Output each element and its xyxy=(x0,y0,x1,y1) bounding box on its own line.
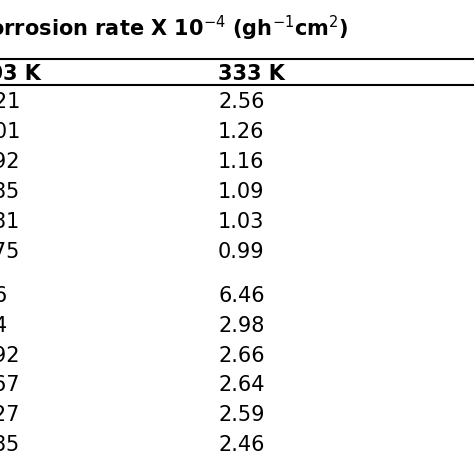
Text: 1.85: 1.85 xyxy=(0,435,20,455)
Text: 1.09: 1.09 xyxy=(218,182,264,202)
Text: 5.6: 5.6 xyxy=(0,286,7,306)
Text: 2.85: 2.85 xyxy=(0,182,20,202)
Text: 2.27: 2.27 xyxy=(0,405,20,425)
Text: Corrosion rate X 10$^{-4}$ (gh$^{-1}$cm$^{2}$): Corrosion rate X 10$^{-4}$ (gh$^{-1}$cm$… xyxy=(0,14,348,44)
Text: 1.03: 1.03 xyxy=(218,212,264,232)
Text: 2.64: 2.64 xyxy=(218,375,264,395)
Text: 2.92: 2.92 xyxy=(0,346,20,365)
Text: 2.56: 2.56 xyxy=(218,92,264,112)
Text: 2.66: 2.66 xyxy=(218,346,264,365)
Text: 1.16: 1.16 xyxy=(218,152,264,172)
Text: 3.21: 3.21 xyxy=(0,92,20,112)
Text: 2.46: 2.46 xyxy=(218,435,264,455)
Text: 2.67: 2.67 xyxy=(0,375,20,395)
Text: 2.81: 2.81 xyxy=(0,212,20,232)
Text: 3.01: 3.01 xyxy=(0,122,20,142)
Text: 2.75: 2.75 xyxy=(0,242,20,262)
Text: 1.26: 1.26 xyxy=(218,122,264,142)
Text: 303 K: 303 K xyxy=(0,64,41,84)
Text: 0.99: 0.99 xyxy=(218,242,264,262)
Text: 3.4: 3.4 xyxy=(0,316,7,336)
Text: 2.98: 2.98 xyxy=(218,316,264,336)
Text: 2.92: 2.92 xyxy=(0,152,20,172)
Text: 333 K: 333 K xyxy=(218,64,285,84)
Text: 6.46: 6.46 xyxy=(218,286,264,306)
Text: 2.59: 2.59 xyxy=(218,405,264,425)
